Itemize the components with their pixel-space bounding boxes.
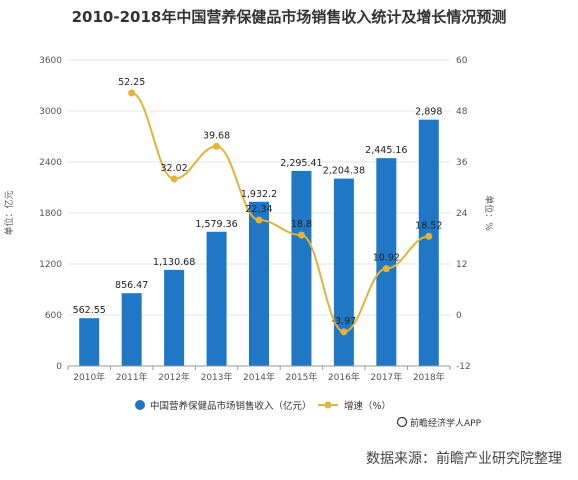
app-credit: 前瞻经济学人APP [396,416,482,429]
bar-value-label: 1,579.36 [195,219,237,230]
line-value-label: 18.8 [291,219,312,230]
legend-line-marker-icon [324,401,332,409]
bar [418,119,439,366]
x-tick-label: 2014年 [243,371,275,383]
line-point [213,142,221,150]
legend-bar-swatch-icon [135,400,145,410]
bar-value-label: 856.47 [115,280,148,291]
y-right-tick-label: 24 [456,209,468,219]
y-left-tick-label: 3000 [39,107,62,117]
x-tick-label: 2018年 [413,371,445,383]
chart-title: 2010-2018年中国营养保健品市场销售收入统计及增长情况预测 [71,8,507,26]
bar [333,178,354,366]
y-axis-right-title: 单位：% [483,195,495,231]
axes-layer: 0 600 1200 1800 2400 3000 3600 -12 0 12 24 36 48 60 20… [39,56,471,383]
y-left-tick-label: 0 [56,362,62,372]
legend-line-label: 增速（%） [344,400,391,412]
data-source: 数据来源：前瞻产业研究院整理 [366,451,562,467]
chart-svg: 562.55 856.47 1,130.68 1,579.36 1,932.2 2,295… [3,56,495,429]
bar-value-label: 2,445.16 [365,145,407,156]
y-right-tick-label: 0 [456,311,462,321]
y-left-tick-label: 3600 [39,56,62,66]
line-value-label: 32.02 [161,163,188,174]
line-point [340,328,348,336]
bar-value-label: 562.55 [73,305,106,316]
line-value-label: 22.34 [245,204,272,215]
line-point [128,89,136,97]
bar [249,201,269,366]
y-right-tick-label: 12 [456,260,467,270]
x-tick-label: 2011年 [116,371,148,383]
app-credit-text: 前瞻经济学人APP [410,417,482,429]
x-tick-label: 2016年 [328,371,360,383]
bar-value-label: 2,204.38 [323,166,365,177]
bar [121,293,142,366]
x-tick-label: 2017年 [370,371,402,383]
line-point [425,232,433,240]
line-value-label: 18.52 [415,220,442,231]
y-axis-left-title: 单位：亿元 [3,190,15,235]
legend: 中国营养保健品市场销售收入（亿元） 增速（%） [135,400,391,412]
bar [291,170,312,366]
labels-layer: 562.55 856.47 1,130.68 1,579.36 1,932.2 2,295… [73,77,443,327]
line-value-label: 10.92 [373,253,400,264]
x-tick-label: 2013年 [201,371,233,383]
legend-bar-label: 中国营养保健品市场销售收入（亿元） [150,400,312,412]
y-right-tick-label: -12 [456,362,471,372]
y-right-tick-label: 60 [456,56,468,66]
bar [164,269,185,366]
app-logo-icon [396,416,408,428]
y-left-tick-label: 1200 [39,260,62,270]
bar [206,231,227,366]
bar [376,158,397,366]
y-right-tick-label: 48 [456,107,468,117]
line-point [382,265,390,273]
x-tick-label: 2010年 [73,371,105,383]
bar-value-label: 2,898 [415,107,442,118]
line-value-label: 39.68 [203,130,230,141]
y-left-tick-label: 600 [45,311,62,321]
line-layer [128,89,433,336]
bar [79,318,100,366]
line-value-label: 52.25 [118,77,145,88]
y-left-tick-label: 2400 [39,158,62,168]
y-left-tick-label: 1800 [39,209,62,219]
bar-value-label: 2,295.41 [280,158,322,169]
x-tick-label: 2015年 [285,371,317,383]
line-point [170,175,178,183]
bar-value-label: 1,932.2 [241,189,277,200]
bars-layer [79,119,439,366]
line-value-label: -3.97 [332,316,357,327]
y-right-tick-label: 36 [456,158,468,168]
line-point [297,231,305,239]
bar-value-label: 1,130.68 [153,257,195,268]
line-point [255,216,263,224]
x-tick-label: 2012年 [158,371,190,383]
